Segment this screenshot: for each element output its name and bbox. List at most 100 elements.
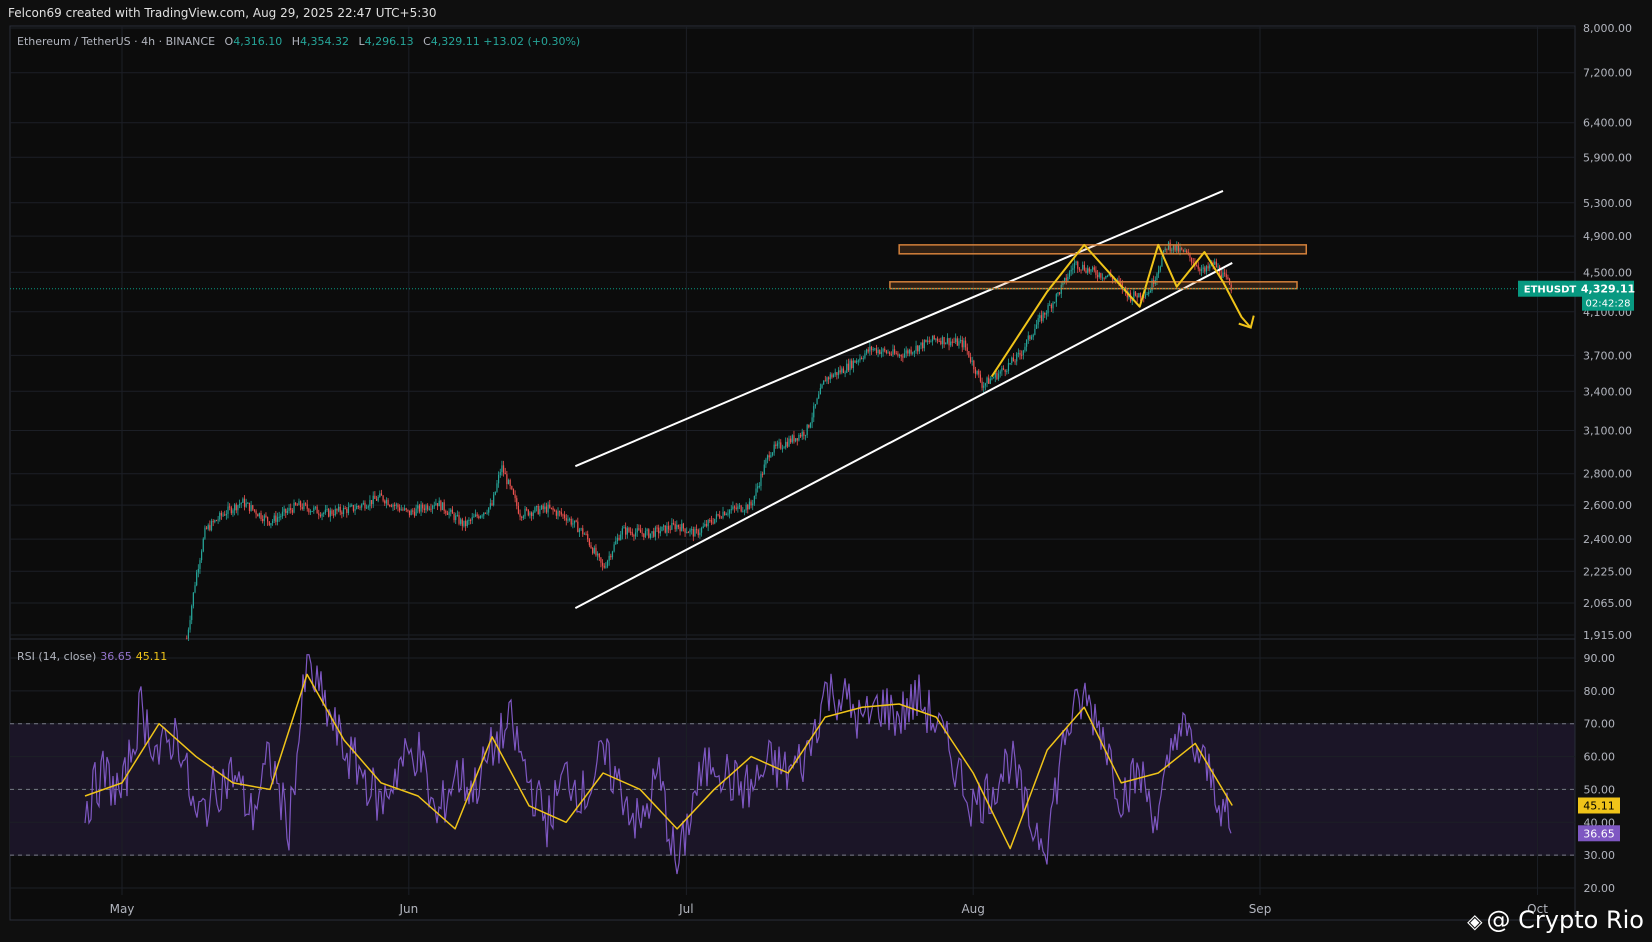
rsi-value-tag-label: 36.65 [1583, 827, 1615, 840]
candle [285, 508, 287, 513]
candle [717, 514, 719, 516]
candle [258, 513, 260, 517]
channel-lower-line[interactable] [574, 262, 1233, 610]
pattern-path[interactable] [990, 243, 1252, 378]
candle [235, 504, 237, 511]
resistance-zone[interactable] [889, 281, 1298, 290]
candle [1087, 268, 1089, 273]
candle [1207, 266, 1209, 269]
candle [793, 435, 795, 442]
candle [874, 348, 876, 350]
candle [352, 505, 355, 511]
candle [1002, 368, 1005, 370]
candle [590, 545, 592, 549]
candle [499, 472, 501, 475]
candle [1017, 352, 1019, 354]
candle [1189, 253, 1191, 258]
candle [856, 360, 858, 363]
rsi-value-tag [1578, 825, 1620, 842]
candle [1164, 248, 1166, 251]
rsi-ma-legend-value: 45.11 [135, 650, 168, 663]
candle [450, 509, 452, 512]
symbol-legend[interactable]: Ethereum / TetherUS · 4h · BINANCE O4,31… [17, 35, 580, 48]
low-label: L [358, 35, 365, 48]
candle [819, 387, 821, 395]
candle [303, 503, 305, 510]
rsi-tick-label: 50.00 [1584, 783, 1616, 796]
candle [234, 504, 236, 511]
candle [931, 335, 934, 342]
candle [296, 504, 298, 506]
time-axis[interactable]: May Jun Jul Aug Sep Oct [110, 902, 1549, 916]
candle [276, 517, 279, 522]
candle [364, 502, 366, 509]
candle [679, 527, 681, 532]
candle [498, 474, 500, 484]
candle [370, 500, 373, 505]
candle [461, 519, 463, 526]
candle [262, 519, 264, 522]
candle [588, 539, 590, 546]
candle [531, 512, 533, 516]
candle [309, 511, 312, 513]
candle [1095, 270, 1097, 275]
candle [837, 370, 840, 376]
candle [875, 348, 878, 354]
candle [707, 520, 709, 527]
candle [455, 515, 457, 521]
candle [806, 424, 808, 436]
candle [864, 353, 866, 359]
candle [549, 504, 551, 508]
last-price-label: 4,329.11 [1581, 283, 1635, 296]
candle [570, 518, 572, 525]
candle [354, 509, 356, 511]
resistance-zone[interactable] [898, 244, 1308, 255]
candle [333, 514, 335, 516]
candle [892, 349, 894, 355]
candle [527, 509, 529, 516]
candle [667, 525, 670, 530]
candle [941, 337, 944, 345]
candle [1158, 270, 1160, 274]
price-axis[interactable]: 8,000.00 7,200.00 6,400.00 5,900.00 5,300.00… [1583, 22, 1632, 642]
candle [834, 372, 836, 375]
candle [219, 512, 221, 520]
candle [732, 506, 734, 510]
candle [651, 531, 653, 534]
candle [877, 349, 879, 354]
candle [196, 572, 198, 586]
candle [598, 553, 600, 558]
candle [308, 508, 310, 513]
candle [1073, 262, 1076, 269]
candle [562, 514, 564, 516]
channel-upper-line[interactable] [574, 190, 1224, 468]
candle [468, 520, 470, 522]
candle [649, 533, 652, 538]
candle [920, 342, 922, 346]
candle [849, 360, 851, 371]
candle [395, 504, 397, 506]
candle [1059, 292, 1061, 294]
candle [615, 541, 617, 545]
candle [646, 529, 648, 531]
rsi-legend[interactable]: RSI (14, close) 36.65 45.11 [17, 650, 167, 663]
candle [295, 502, 297, 505]
candle [709, 520, 711, 522]
candle [458, 515, 460, 524]
candle [1138, 293, 1140, 298]
candle [1068, 271, 1071, 277]
candle [979, 374, 982, 382]
candle [192, 592, 194, 606]
candle [983, 385, 985, 388]
watermark-text: @ Crypto Rio [1486, 906, 1644, 934]
candle [311, 511, 313, 513]
candle [740, 505, 742, 512]
candle [790, 438, 792, 443]
candle [687, 532, 689, 534]
candle [217, 519, 219, 521]
candle [242, 498, 244, 503]
drawings[interactable] [10, 190, 1575, 610]
candle [1136, 295, 1138, 298]
